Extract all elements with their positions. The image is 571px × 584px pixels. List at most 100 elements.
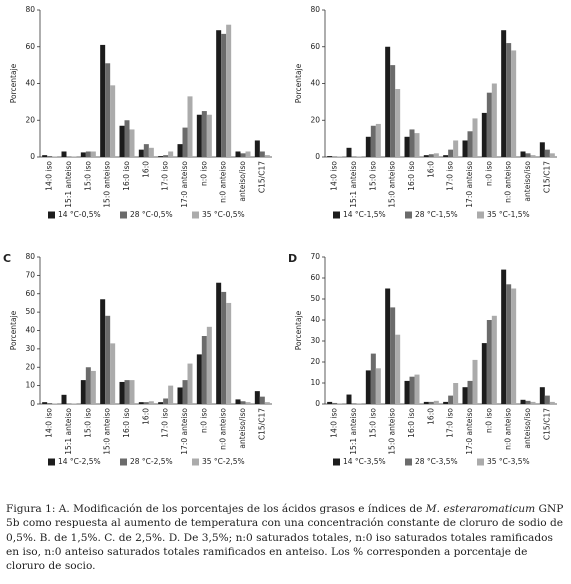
bar bbox=[245, 151, 251, 157]
bar bbox=[365, 370, 371, 404]
bar bbox=[428, 401, 434, 404]
bar bbox=[390, 65, 396, 157]
bar bbox=[467, 131, 473, 157]
x-tick-label: 16:0 bbox=[141, 408, 150, 425]
bar bbox=[177, 387, 183, 404]
x-tick-label: 17:0 iso bbox=[446, 408, 455, 438]
bar bbox=[448, 149, 454, 157]
x-tick-label: 15:0 anteiso bbox=[103, 161, 112, 208]
bar bbox=[327, 401, 333, 404]
panel-label: C bbox=[3, 252, 11, 265]
bar bbox=[259, 396, 265, 404]
bar bbox=[235, 151, 241, 157]
bar bbox=[375, 123, 381, 157]
bar bbox=[346, 394, 352, 404]
x-tick-label: 16:0 bbox=[141, 161, 150, 178]
bar bbox=[467, 380, 473, 404]
y-tick-label: 40 bbox=[25, 79, 35, 88]
x-tick-label: n:0 anteiso bbox=[219, 408, 228, 450]
bar bbox=[110, 85, 116, 157]
y-tick-label: 40 bbox=[25, 326, 35, 335]
bar bbox=[80, 152, 86, 157]
y-tick-label: 20 bbox=[25, 115, 35, 124]
bar bbox=[395, 334, 401, 404]
bar bbox=[187, 363, 193, 404]
bar bbox=[481, 343, 487, 404]
bar bbox=[409, 376, 415, 404]
bar bbox=[423, 155, 429, 157]
x-tick-label: anteiso/iso bbox=[238, 161, 247, 202]
legend-swatch bbox=[477, 211, 484, 219]
y-tick-label: 30 bbox=[25, 344, 35, 353]
x-tick-label: anteiso/iso bbox=[523, 161, 532, 202]
bar bbox=[346, 147, 352, 157]
x-tick-label: 16:0 iso bbox=[122, 161, 131, 191]
x-tick-label: 16:0 iso bbox=[407, 408, 416, 438]
y-tick-label: 70 bbox=[25, 270, 35, 279]
bar bbox=[491, 83, 497, 157]
bar bbox=[539, 142, 545, 157]
chart-panel: C Porcentaje 0 10 20 30 40 50 60 70 80 14:0 iso 15:1… bbox=[3, 252, 272, 466]
bar bbox=[443, 401, 449, 404]
legend-label: 14 °C-2,5% bbox=[58, 457, 101, 466]
y-tick-label: 10 bbox=[310, 378, 320, 387]
x-tick-label: 14:0 iso bbox=[330, 161, 339, 191]
y-axis-label: Porcentaje bbox=[294, 63, 303, 103]
x-tick-label: 15:1 anteiso bbox=[64, 408, 73, 455]
bar bbox=[187, 96, 193, 157]
bar bbox=[332, 402, 338, 404]
bar bbox=[254, 391, 260, 404]
bar bbox=[462, 140, 468, 157]
x-tick-label: C15/C17 bbox=[542, 161, 551, 193]
y-tick-label: 80 bbox=[310, 5, 320, 14]
chart-panel: D Porcentaje 0 10 20 30 40 50 60 70 14:0 iso 15:1 a… bbox=[288, 252, 557, 466]
bar bbox=[544, 395, 550, 404]
bar bbox=[511, 288, 517, 404]
bar bbox=[201, 336, 207, 404]
bar bbox=[409, 129, 415, 157]
bar bbox=[240, 153, 246, 157]
bar bbox=[90, 370, 96, 404]
bar bbox=[404, 380, 410, 404]
legend-label: 28 °C-2,5% bbox=[130, 457, 173, 466]
y-tick-label: 10 bbox=[25, 381, 35, 390]
bar bbox=[525, 400, 531, 404]
x-tick-label: 17:0 anteiso bbox=[180, 408, 189, 455]
caption: Figura 1: A. Modificación de los porcent… bbox=[6, 502, 566, 573]
x-tick-label: 17:0 anteiso bbox=[465, 408, 474, 455]
bar bbox=[163, 398, 169, 404]
x-tick-label: 17:0 iso bbox=[446, 161, 455, 191]
x-tick-label: 17:0 iso bbox=[161, 161, 170, 191]
bar bbox=[544, 149, 550, 157]
y-tick-label: 0 bbox=[30, 152, 35, 161]
bar bbox=[351, 156, 357, 157]
bar bbox=[226, 24, 232, 158]
bar bbox=[259, 151, 265, 157]
x-tick-label: 15:0 anteiso bbox=[388, 408, 397, 455]
bar bbox=[90, 151, 96, 157]
bar bbox=[226, 302, 232, 404]
y-tick-label: 50 bbox=[25, 307, 35, 316]
bar bbox=[549, 401, 555, 404]
x-tick-label: n:0 anteiso bbox=[504, 161, 513, 203]
x-tick-label: n:0 anteiso bbox=[504, 408, 513, 450]
y-tick-label: 20 bbox=[25, 362, 35, 371]
x-tick-label: n:0 iso bbox=[199, 408, 208, 433]
bar bbox=[539, 387, 545, 404]
bar bbox=[216, 30, 222, 157]
bar bbox=[216, 282, 222, 404]
y-tick-label: 60 bbox=[25, 42, 35, 51]
bar bbox=[80, 380, 86, 404]
legend-swatch bbox=[120, 211, 127, 219]
legend-label: 35 °C-2,5% bbox=[202, 457, 245, 466]
y-axis-label: Porcentaje bbox=[9, 310, 18, 350]
bar bbox=[245, 402, 251, 404]
bar bbox=[105, 315, 111, 404]
figure: Porcentaje 0 20 40 60 80 14:0 iso 15:1 anteiso 1… bbox=[3, 5, 557, 466]
y-tick-label: 70 bbox=[310, 252, 320, 261]
bar bbox=[138, 149, 144, 157]
legend-swatch bbox=[192, 211, 199, 219]
panel-label: D bbox=[288, 252, 297, 265]
legend-swatch bbox=[477, 458, 484, 466]
x-tick-label: 15:1 anteiso bbox=[349, 161, 358, 208]
